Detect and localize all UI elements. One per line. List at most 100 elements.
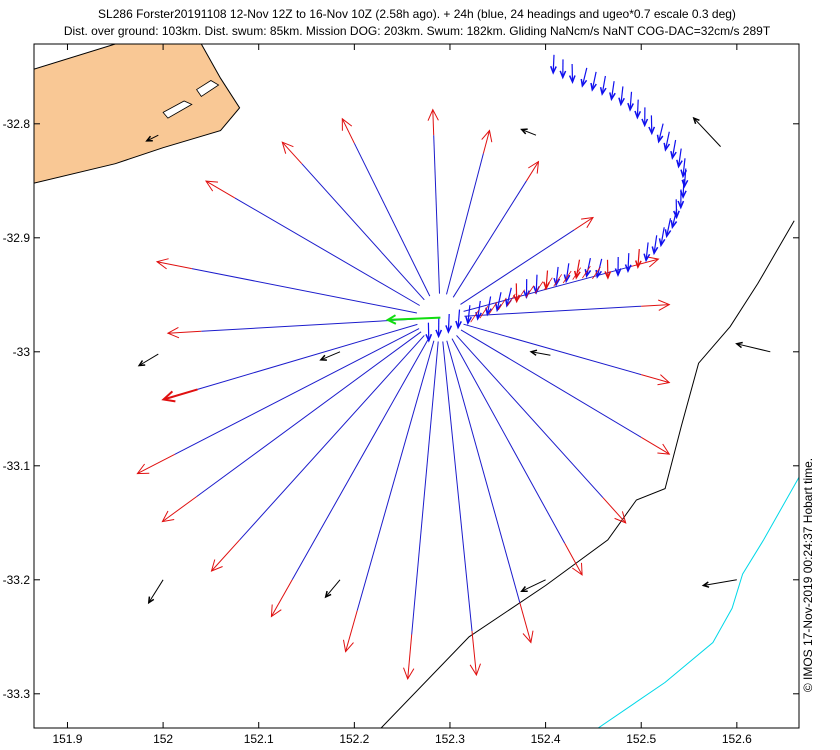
track-arrowhead bbox=[604, 271, 612, 280]
track-layer bbox=[425, 54, 689, 343]
track-arrowhead bbox=[563, 274, 571, 284]
projection-arrowhead-45 bbox=[581, 216, 594, 229]
track-arrowhead bbox=[681, 179, 689, 189]
projection-tip-105 bbox=[640, 436, 670, 455]
track-arrow-shaft bbox=[457, 309, 461, 328]
y-tick-label: -33.2 bbox=[3, 573, 31, 587]
track-arrowhead bbox=[445, 325, 453, 334]
land-fill bbox=[34, 44, 240, 184]
track-arrowhead bbox=[663, 142, 671, 152]
projection-arrowhead-195 bbox=[343, 639, 354, 653]
projection-arrowhead-270 bbox=[161, 390, 176, 403]
projection-arrowhead-135 bbox=[572, 562, 583, 576]
track-arrow-shaft bbox=[637, 249, 640, 268]
current-arrow-1 bbox=[521, 129, 537, 136]
x-tick-label: 152.5 bbox=[626, 732, 656, 746]
current-arrow-3 bbox=[736, 343, 771, 353]
projection-arrowhead-210 bbox=[270, 604, 282, 618]
projection-arrowhead-0 bbox=[427, 108, 439, 121]
track-arrowhead bbox=[658, 238, 666, 248]
current-arrowhead-6 bbox=[529, 349, 538, 356]
projection-arrowhead-60 bbox=[646, 256, 660, 268]
projection-tip-60 bbox=[631, 258, 659, 267]
projection-arrowhead-105 bbox=[657, 443, 671, 455]
projection-arrowhead-90 bbox=[657, 374, 671, 386]
projection-tip-150 bbox=[519, 602, 532, 643]
track-arrow-shaft bbox=[477, 300, 481, 319]
current-arrowhead-9 bbox=[324, 590, 332, 599]
track-arrowhead bbox=[553, 277, 561, 287]
y-tick-label: -32.9 bbox=[3, 231, 31, 245]
projection-tip-345 bbox=[341, 118, 355, 144]
track-arrow-shaft bbox=[666, 218, 672, 237]
track-arrow-shaft bbox=[581, 67, 588, 87]
current-arrow-10 bbox=[521, 579, 546, 592]
projection-arrowhead-240 bbox=[161, 510, 175, 523]
current-arrow-8 bbox=[148, 579, 164, 603]
projection-path-195 bbox=[356, 340, 435, 611]
timestamp-label: © IMOS 17-Nov-2019 00:24:37 Hobart time. bbox=[801, 458, 815, 692]
projection-path-210 bbox=[291, 338, 430, 581]
track-red-segment bbox=[525, 285, 535, 298]
projection-tip-210 bbox=[270, 579, 293, 617]
track-arrow-shaft bbox=[610, 81, 615, 100]
projection-tip-45 bbox=[574, 217, 594, 231]
projection-arrowhead-345 bbox=[341, 117, 353, 131]
track-arrow-shaft bbox=[620, 86, 624, 105]
current-arrow-0 bbox=[146, 134, 159, 142]
projection-tip-120 bbox=[602, 497, 627, 524]
projection-tip-285 bbox=[167, 330, 202, 334]
projection-path-345 bbox=[353, 142, 431, 297]
projection-path-60 bbox=[463, 265, 632, 312]
current-arrowhead-7 bbox=[701, 581, 710, 588]
current-arrowhead-1 bbox=[520, 128, 528, 135]
track-arrowhead bbox=[455, 320, 462, 330]
track-arrowhead bbox=[614, 268, 622, 277]
projection-tip-330 bbox=[281, 141, 303, 165]
track-arrowhead bbox=[435, 329, 443, 339]
track-arrow-shaft bbox=[447, 313, 450, 333]
track-arrowhead bbox=[643, 253, 651, 263]
track-arrowhead bbox=[475, 311, 482, 321]
track-arrow-shaft bbox=[658, 123, 664, 142]
current-arrow-6 bbox=[531, 351, 551, 356]
y-tick-label: -32.8 bbox=[3, 117, 31, 131]
track-arrow-shaft bbox=[636, 99, 639, 118]
track-arrow-shaft bbox=[627, 253, 630, 272]
current-arrowhead-8 bbox=[147, 596, 155, 605]
track-arrow-shaft bbox=[586, 257, 591, 277]
track-arrowhead bbox=[599, 87, 607, 96]
track-arrowhead bbox=[609, 92, 616, 102]
projection-path-15 bbox=[446, 153, 484, 295]
track-red-segment bbox=[534, 281, 544, 294]
projection-path-240 bbox=[196, 331, 422, 498]
projection-tip-315 bbox=[205, 180, 236, 199]
y-tick-label: -33.1 bbox=[3, 459, 31, 473]
track-arrowhead bbox=[673, 210, 680, 220]
track-arrow-shaft bbox=[664, 131, 670, 150]
glider-heading-arrowhead bbox=[385, 314, 397, 325]
land-layer bbox=[34, 44, 241, 184]
track-arrowhead bbox=[485, 307, 492, 317]
track-arrow-shaft bbox=[682, 158, 686, 177]
current-arrowhead-2 bbox=[692, 116, 700, 125]
track-arrowhead bbox=[679, 190, 687, 200]
y-tick-label: -33.3 bbox=[3, 687, 31, 701]
projection-path-105 bbox=[460, 329, 642, 438]
track-arrow-shaft bbox=[671, 139, 677, 159]
track-arrowhead bbox=[549, 65, 557, 75]
current-arrow-7 bbox=[703, 579, 737, 586]
projection-tip-0 bbox=[432, 109, 435, 136]
projection-tip-90 bbox=[641, 374, 670, 384]
track-arrowhead bbox=[676, 159, 683, 169]
projection-path-135 bbox=[451, 338, 566, 544]
current-arrowhead-0 bbox=[145, 135, 153, 142]
projection-tip-135 bbox=[564, 543, 583, 576]
projection-tip-30 bbox=[526, 161, 539, 182]
current-arrowhead-3 bbox=[735, 341, 743, 349]
track-arrowhead bbox=[495, 303, 502, 313]
track-red-segment bbox=[516, 289, 525, 302]
track-arrow-shaft bbox=[486, 296, 492, 315]
chart-title-line-2: Dist. over ground: 103km. Dist. swum: 85… bbox=[64, 24, 771, 38]
